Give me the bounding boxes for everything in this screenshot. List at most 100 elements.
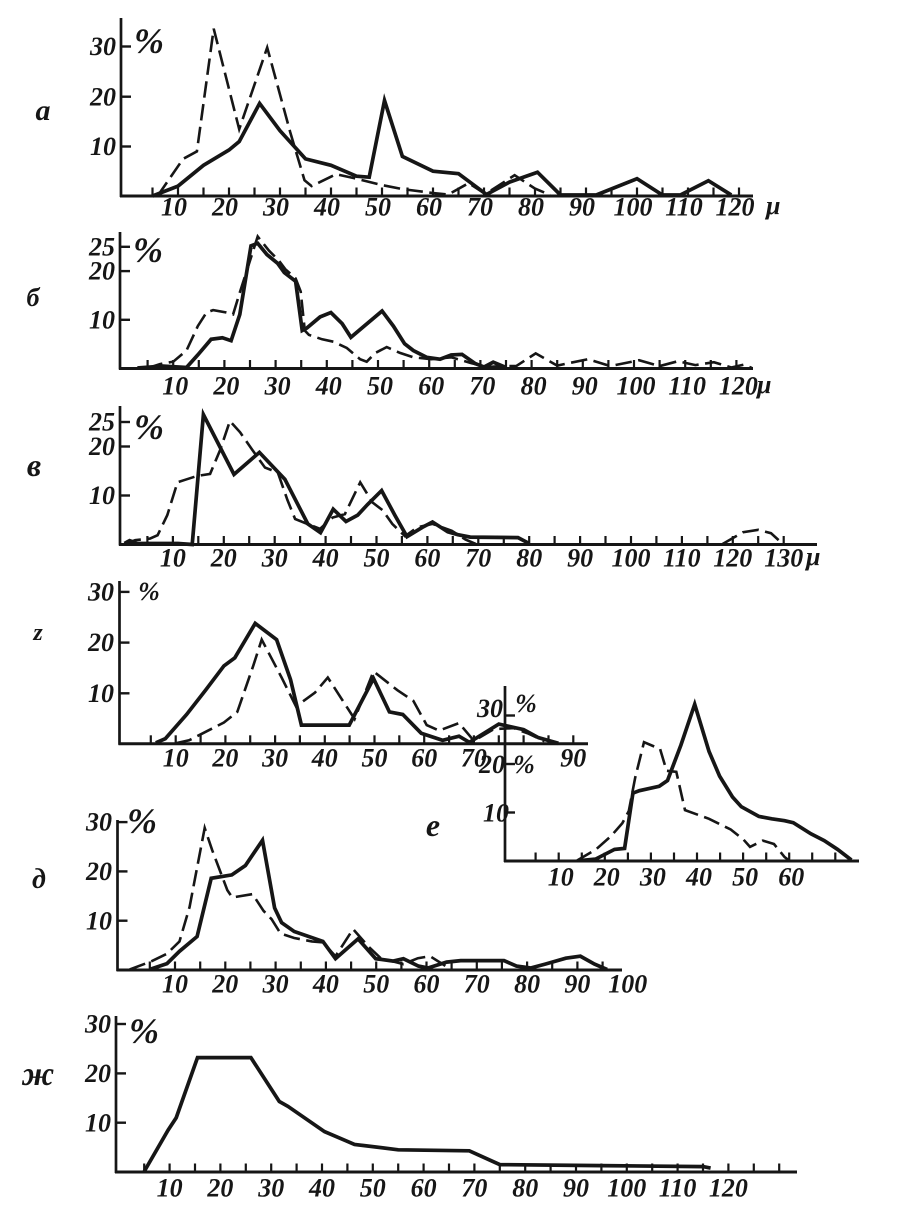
svg-text:30: 30 — [262, 193, 289, 222]
svg-text:20: 20 — [593, 863, 620, 892]
svg-text:20: 20 — [211, 970, 238, 999]
svg-text:70: 70 — [465, 544, 491, 573]
svg-text:50: 50 — [367, 372, 393, 401]
svg-text:20: 20 — [211, 743, 238, 772]
svg-text:10: 10 — [160, 544, 186, 573]
svg-text:%: % — [138, 577, 160, 606]
svg-text:20: 20 — [210, 544, 237, 573]
svg-text:10: 10 — [548, 863, 574, 892]
svg-text:%: % — [133, 230, 163, 270]
svg-text:120: 120 — [713, 544, 752, 573]
svg-text:20: 20 — [84, 1059, 111, 1088]
svg-text:50: 50 — [365, 193, 391, 222]
svg-text:20: 20 — [212, 372, 239, 401]
svg-text:10: 10 — [162, 970, 188, 999]
svg-text:90: 90 — [567, 544, 593, 573]
svg-text:100: 100 — [612, 544, 651, 573]
svg-text:90: 90 — [563, 1174, 589, 1203]
svg-text:20: 20 — [85, 857, 112, 886]
svg-text:70: 70 — [469, 372, 495, 401]
svg-text:20: 20 — [206, 1174, 233, 1203]
svg-text:д: д — [32, 864, 46, 895]
svg-text:20: 20 — [89, 82, 116, 111]
svg-text:80: 80 — [512, 1174, 538, 1203]
svg-text:100: 100 — [617, 372, 656, 401]
svg-text:80: 80 — [518, 193, 544, 222]
svg-text:50: 50 — [364, 544, 390, 573]
svg-text:10: 10 — [157, 1174, 183, 1203]
svg-text:90: 90 — [560, 743, 586, 772]
svg-text:60: 60 — [414, 970, 440, 999]
svg-text:10: 10 — [90, 132, 116, 161]
svg-text:120: 120 — [709, 1174, 748, 1203]
svg-text:10: 10 — [85, 1108, 111, 1137]
svg-text:20: 20 — [87, 628, 114, 657]
svg-text:%: % — [129, 1011, 159, 1051]
svg-text:60: 60 — [411, 1174, 437, 1203]
svg-text:%: % — [134, 407, 164, 447]
svg-text:20: 20 — [478, 750, 505, 779]
svg-text:е: е — [426, 807, 440, 843]
svg-text:30: 30 — [257, 1174, 284, 1203]
svg-text:в: в — [27, 447, 41, 483]
svg-text:10: 10 — [483, 799, 509, 828]
svg-text:30: 30 — [261, 544, 288, 573]
svg-text:110: 110 — [659, 1174, 697, 1203]
svg-text:%: % — [513, 750, 535, 779]
svg-text:10: 10 — [161, 193, 187, 222]
svg-text:90: 90 — [572, 372, 598, 401]
svg-text:40: 40 — [312, 970, 339, 999]
svg-text:20: 20 — [88, 432, 115, 461]
svg-text:30: 30 — [261, 743, 288, 772]
svg-text:40: 40 — [308, 1174, 335, 1203]
svg-text:25: 25 — [88, 408, 115, 437]
svg-text:10: 10 — [89, 305, 115, 334]
svg-text:μ: μ — [804, 542, 820, 571]
svg-text:50: 50 — [732, 863, 758, 892]
svg-text:30: 30 — [89, 32, 116, 61]
svg-text:20: 20 — [88, 257, 115, 286]
svg-text:а: а — [36, 94, 51, 127]
svg-text:80: 80 — [514, 970, 540, 999]
svg-text:90: 90 — [569, 193, 595, 222]
svg-text:40: 40 — [685, 863, 712, 892]
svg-text:30: 30 — [476, 694, 503, 723]
svg-text:30: 30 — [87, 578, 114, 607]
svg-text:30: 30 — [639, 863, 666, 892]
svg-text:60: 60 — [411, 743, 437, 772]
svg-text:80: 80 — [521, 372, 547, 401]
svg-text:30: 30 — [262, 970, 289, 999]
svg-text:60: 60 — [778, 863, 804, 892]
svg-text:110: 110 — [665, 193, 703, 222]
svg-text:70: 70 — [461, 743, 487, 772]
svg-text:μ: μ — [755, 370, 771, 399]
svg-text:10: 10 — [163, 743, 189, 772]
svg-text:70: 70 — [464, 970, 490, 999]
svg-text:30: 30 — [84, 1010, 111, 1039]
svg-text:100: 100 — [607, 1174, 646, 1203]
svg-text:ж: ж — [21, 1056, 54, 1093]
svg-text:60: 60 — [418, 372, 444, 401]
svg-text:10: 10 — [88, 679, 114, 708]
svg-text:110: 110 — [663, 544, 701, 573]
svg-text:100: 100 — [608, 970, 647, 999]
svg-text:70: 70 — [461, 1174, 487, 1203]
svg-text:60: 60 — [416, 193, 442, 222]
svg-text:70: 70 — [467, 193, 493, 222]
svg-text:20: 20 — [211, 193, 238, 222]
svg-text:10: 10 — [86, 906, 112, 935]
svg-text:40: 40 — [312, 544, 339, 573]
svg-text:110: 110 — [668, 372, 706, 401]
svg-text:30: 30 — [264, 372, 291, 401]
svg-text:120: 120 — [719, 372, 758, 401]
svg-text:50: 50 — [363, 970, 389, 999]
svg-text:80: 80 — [516, 544, 542, 573]
svg-text:%: % — [515, 689, 537, 718]
svg-text:120: 120 — [716, 193, 755, 222]
svg-text:130: 130 — [764, 544, 803, 573]
svg-text:25: 25 — [88, 232, 115, 261]
svg-text:40: 40 — [315, 372, 342, 401]
svg-text:%: % — [127, 801, 157, 841]
svg-text:50: 50 — [360, 1174, 386, 1203]
svg-text:μ: μ — [764, 191, 780, 220]
